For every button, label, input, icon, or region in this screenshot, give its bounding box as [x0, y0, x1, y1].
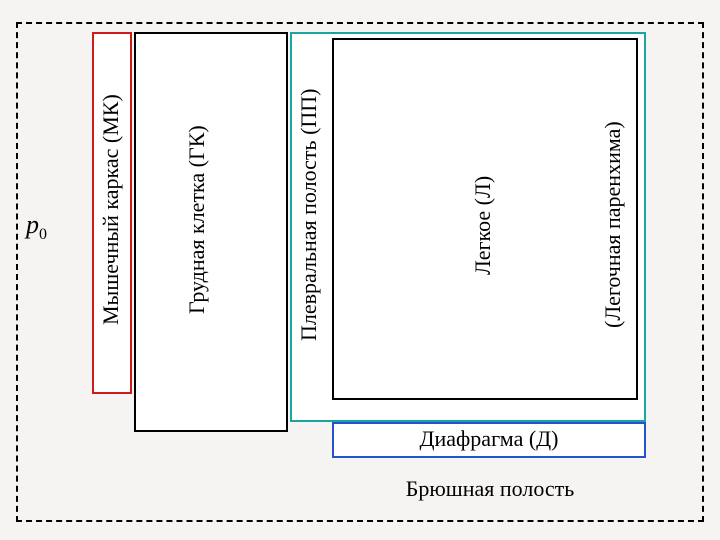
- p0-symbol: p: [26, 210, 39, 239]
- pp-label: Плевральная полость (ПП): [296, 55, 322, 375]
- p0-sub: 0: [39, 226, 47, 243]
- gk-box: [134, 32, 288, 432]
- parenchyma-label: (Легочная паренхима): [600, 80, 626, 370]
- diaphragm-label: Диафрагма (Д): [332, 426, 646, 452]
- mk-label: Мышечный каркас (МК): [98, 60, 124, 360]
- gk-label: Грудная клетка (ГК): [184, 90, 210, 350]
- abdomen-label: Брюшная полость: [330, 476, 650, 502]
- lung-label: Легкое (Л): [470, 150, 496, 300]
- p0-label: p0: [26, 210, 47, 244]
- diagram-stage: p0 Мышечный каркас (МК) Грудная клетка (…: [0, 0, 720, 540]
